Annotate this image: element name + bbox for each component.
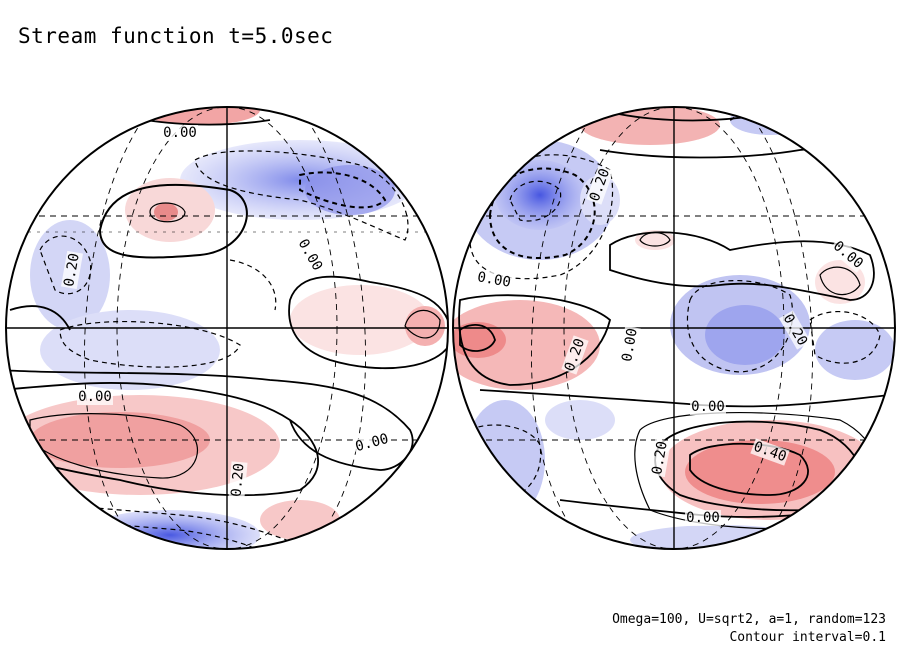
contour-label: 0.20 bbox=[229, 463, 248, 498]
contour-interval-text: Contour interval=0.1 bbox=[729, 630, 886, 645]
contour-label: 0.00 bbox=[686, 510, 720, 526]
contour-label-bg bbox=[352, 430, 392, 456]
contour-label-bg bbox=[586, 165, 614, 205]
contour-label: 0.00 bbox=[163, 125, 197, 141]
contour-label-bg bbox=[228, 461, 248, 499]
right-hemisphere-outline bbox=[452, 106, 896, 550]
contour-label-bg bbox=[779, 310, 811, 350]
contour-label: 0.00 bbox=[78, 389, 112, 405]
contour-label: 0.00 bbox=[476, 269, 512, 291]
contour-label-bg bbox=[618, 325, 642, 365]
right-hemisphere: 0.200.000.000.200.20 0.000.000.400.200.00 bbox=[453, 107, 895, 549]
contour-label-bg bbox=[294, 235, 326, 275]
contour-label: 0.00 bbox=[619, 327, 641, 363]
left-axes bbox=[6, 107, 448, 549]
contour-label-bg bbox=[685, 510, 721, 526]
parameters-text: Omega=100, U=sqrt2, a=1, random=123 bbox=[612, 612, 886, 627]
right-shading bbox=[453, 107, 895, 549]
contour-label-bg bbox=[77, 389, 113, 405]
plot-title: Stream function t=5.0sec bbox=[18, 24, 334, 48]
right-axes bbox=[453, 107, 895, 549]
left-hemisphere: 0.000.20 0.000.000.000.20 bbox=[6, 107, 448, 549]
contour-label-bg bbox=[690, 399, 726, 415]
contour-label: 0.00 bbox=[691, 399, 725, 415]
contour-label-bg bbox=[561, 335, 589, 375]
contour-label-bg bbox=[648, 438, 672, 478]
left-shading bbox=[6, 107, 445, 549]
contour-label-bg bbox=[162, 125, 198, 141]
contour-label: 0.20 bbox=[649, 440, 671, 476]
left-contours bbox=[6, 114, 448, 549]
left-labels: 0.000.20 0.000.000.000.20 bbox=[60, 125, 392, 499]
contour-label: 0.20 bbox=[61, 252, 83, 288]
contour-label-bg bbox=[829, 237, 867, 273]
right-labels: 0.200.000.000.200.20 0.000.000.400.200.00 bbox=[474, 165, 867, 526]
contour-label-bg bbox=[474, 268, 514, 292]
contour-label-bg bbox=[60, 250, 84, 290]
left-hemisphere-outline bbox=[5, 106, 449, 550]
contour-label-bg bbox=[750, 438, 790, 466]
